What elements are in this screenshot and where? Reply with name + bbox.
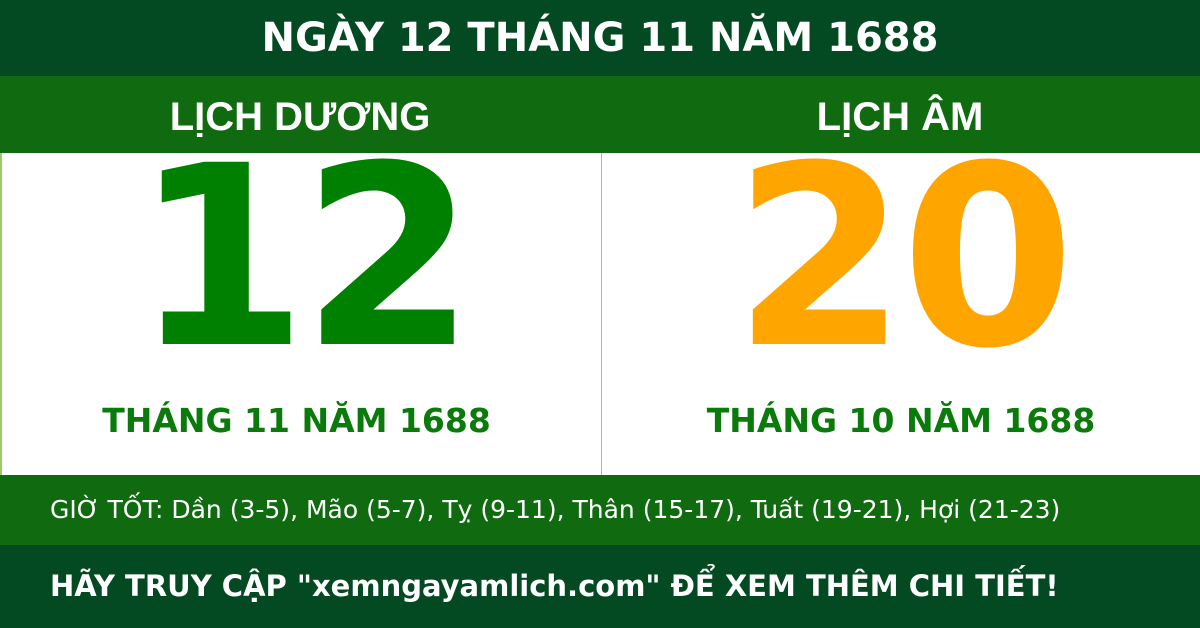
page-title: NGÀY 12 THÁNG 11 NĂM 1688 [0,0,1200,76]
lunar-month-year: THÁNG 10 NĂM 1688 [706,401,1096,440]
footer-cta: HÃY TRUY CẬP "xemngayamlich.com" ĐỂ XEM … [0,545,1200,628]
calendar-headers: LỊCH DƯƠNG LỊCH ÂM [0,76,1200,153]
good-hours: GIỜ TỐT: Dần (3-5), Mão (5-7), Tỵ (9-11)… [0,475,1200,545]
lunar-day: 20 [733,112,1075,403]
solar-calendar-label: LỊCH DƯƠNG [169,95,431,139]
lunar-panel: 20 THÁNG 10 NĂM 1688 [601,133,1200,475]
lunar-calendar-label: LỊCH ÂM [816,95,984,139]
solar-panel: 12 THÁNG 11 NĂM 1688 [2,133,601,475]
solar-day: 12 [133,112,476,403]
calendar-body: 12 THÁNG 11 NĂM 1688 20 THÁNG 10 NĂM 168… [0,133,1200,475]
solar-month-year: THÁNG 11 NĂM 1688 [102,401,491,440]
